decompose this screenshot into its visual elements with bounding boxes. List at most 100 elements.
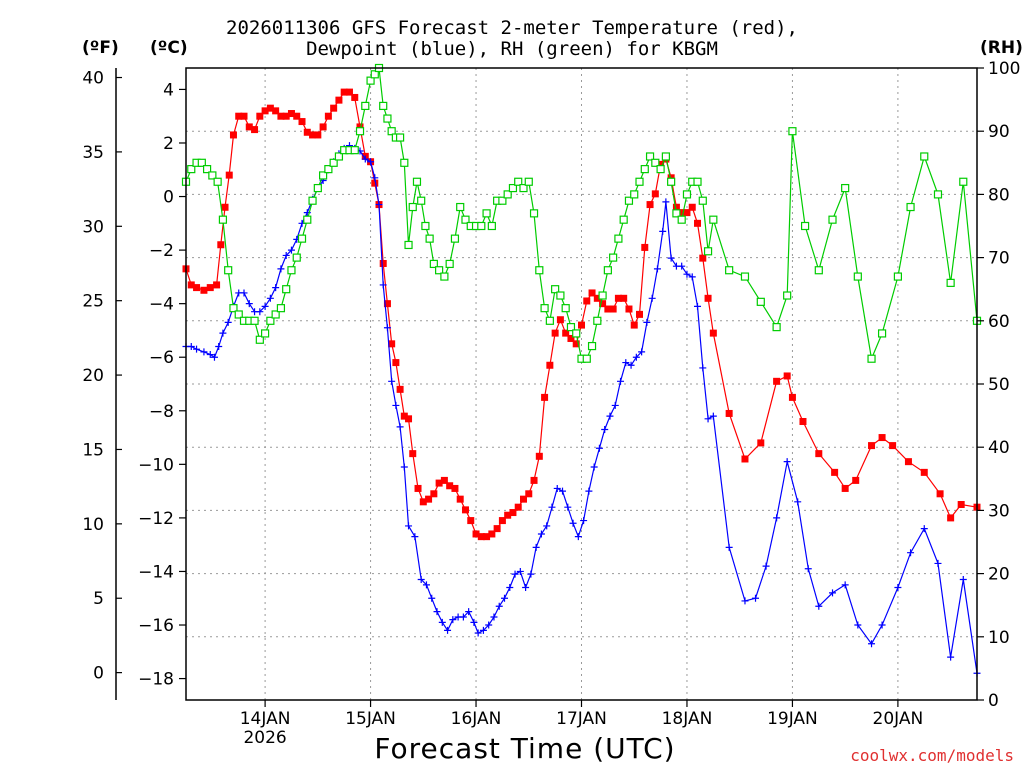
rh-point: [213, 177, 222, 186]
rh-point: [609, 253, 618, 262]
rh-point: [387, 127, 396, 136]
temperature-point: [298, 118, 306, 126]
temperature-point: [683, 209, 691, 217]
rh-point: [461, 215, 470, 224]
rh-tick-label: 70: [988, 249, 1010, 269]
celsius-tick-label: −10: [138, 455, 174, 475]
rh-point: [197, 158, 206, 167]
dewpoint-point: [361, 155, 369, 163]
temperature-point: [221, 203, 229, 211]
rh-point: [667, 177, 676, 186]
rh-unit-label: (RH): [980, 38, 1023, 58]
temperature-point: [541, 393, 549, 401]
chart-title-line-2: Dewpoint (blue), RH (green) for KBGM: [306, 38, 718, 60]
rh-point: [693, 177, 702, 186]
rh-point: [893, 272, 903, 281]
rh-point: [308, 196, 317, 205]
rh-point: [603, 266, 612, 275]
temperature-point: [551, 329, 559, 337]
rh-point: [266, 316, 275, 325]
dewpoint-point: [653, 265, 661, 273]
rh-point: [224, 266, 233, 275]
dewpoint-point: [699, 364, 707, 372]
rh-point: [408, 202, 417, 212]
temperature-point: [303, 128, 311, 136]
dewpoint-point: [580, 517, 588, 525]
temperature-point: [509, 509, 517, 517]
dewpoint-point: [511, 570, 519, 578]
celsius-tick-label: −8: [149, 402, 174, 422]
rh-point: [425, 234, 434, 243]
rh-point: [535, 266, 544, 275]
temperature-point: [815, 450, 823, 458]
temperature-point: [213, 281, 221, 289]
celsius-tick-label: 4: [163, 80, 174, 100]
dewpoint-point: [595, 444, 603, 452]
temperature-point: [419, 498, 427, 506]
rh-point: [514, 177, 523, 186]
temperature-point: [583, 297, 591, 305]
rh-tick-label: 60: [988, 312, 1010, 332]
temperature-point: [588, 289, 596, 297]
dewpoint-point: [219, 329, 227, 337]
temperature-point: [878, 434, 886, 442]
rh-point: [450, 234, 460, 243]
rh-tick-label: 20: [988, 565, 1010, 585]
rh-point: [319, 171, 328, 180]
rh-point: [429, 259, 438, 269]
temperature-point: [345, 88, 353, 96]
dewpoint-point: [422, 581, 430, 589]
rh-point: [709, 215, 718, 224]
dewpoint-point: [794, 498, 802, 506]
temperature-point: [641, 243, 649, 251]
temperature-point: [200, 286, 208, 294]
dewpoint-point: [256, 308, 264, 316]
temperature-point: [504, 511, 512, 519]
dewpoint-point: [559, 487, 567, 495]
dewpoint-point: [516, 567, 524, 575]
rh-point: [187, 165, 196, 174]
dewpoint-point: [449, 616, 457, 624]
temperature-point: [409, 450, 417, 458]
fahrenheit-tick-label: 40: [82, 69, 104, 89]
rh-point: [482, 209, 491, 218]
temperature-point: [314, 131, 322, 139]
dewpoint-point: [206, 351, 214, 359]
temperature-point: [309, 131, 317, 139]
rh-point: [645, 152, 655, 161]
temperature-point: [272, 107, 280, 115]
dewpoint-point: [574, 533, 582, 541]
dewpoint-point: [411, 533, 419, 541]
chart-title-line-1: 2026011306 GFS Forecast 2-meter Temperat…: [226, 17, 798, 39]
rh-point: [540, 304, 549, 313]
dewpoint-point: [388, 377, 396, 385]
temperature-point: [530, 476, 538, 484]
temperature-point: [340, 88, 348, 96]
dewpoint-point: [193, 345, 201, 353]
dewpoint-point: [459, 613, 467, 621]
rh-point: [255, 335, 264, 344]
rh-point: [661, 152, 670, 161]
dewpoint-point: [662, 198, 670, 206]
temperature-point: [472, 530, 480, 538]
rh-point: [582, 354, 591, 363]
temperature-point: [240, 112, 248, 120]
dewpoint-point: [396, 423, 404, 431]
rh-point: [435, 266, 444, 275]
temperature-point: [451, 484, 459, 492]
series-line-1: [186, 145, 978, 674]
rh-point: [867, 354, 876, 363]
rh-tick-label: 10: [988, 628, 1010, 648]
temperature-point: [400, 412, 408, 420]
temperature-point: [699, 254, 707, 262]
dewpoint-point: [272, 284, 280, 292]
temperature-point: [651, 190, 659, 198]
temperature-point: [440, 476, 448, 484]
temperature-point: [217, 241, 225, 249]
rh-point: [656, 165, 665, 174]
temperature-point: [430, 490, 438, 498]
celsius-tick-label: −18: [138, 670, 174, 690]
dewpoint-point: [606, 412, 614, 420]
rh-point: [920, 152, 929, 161]
celsius-tick-label: −6: [149, 348, 174, 368]
